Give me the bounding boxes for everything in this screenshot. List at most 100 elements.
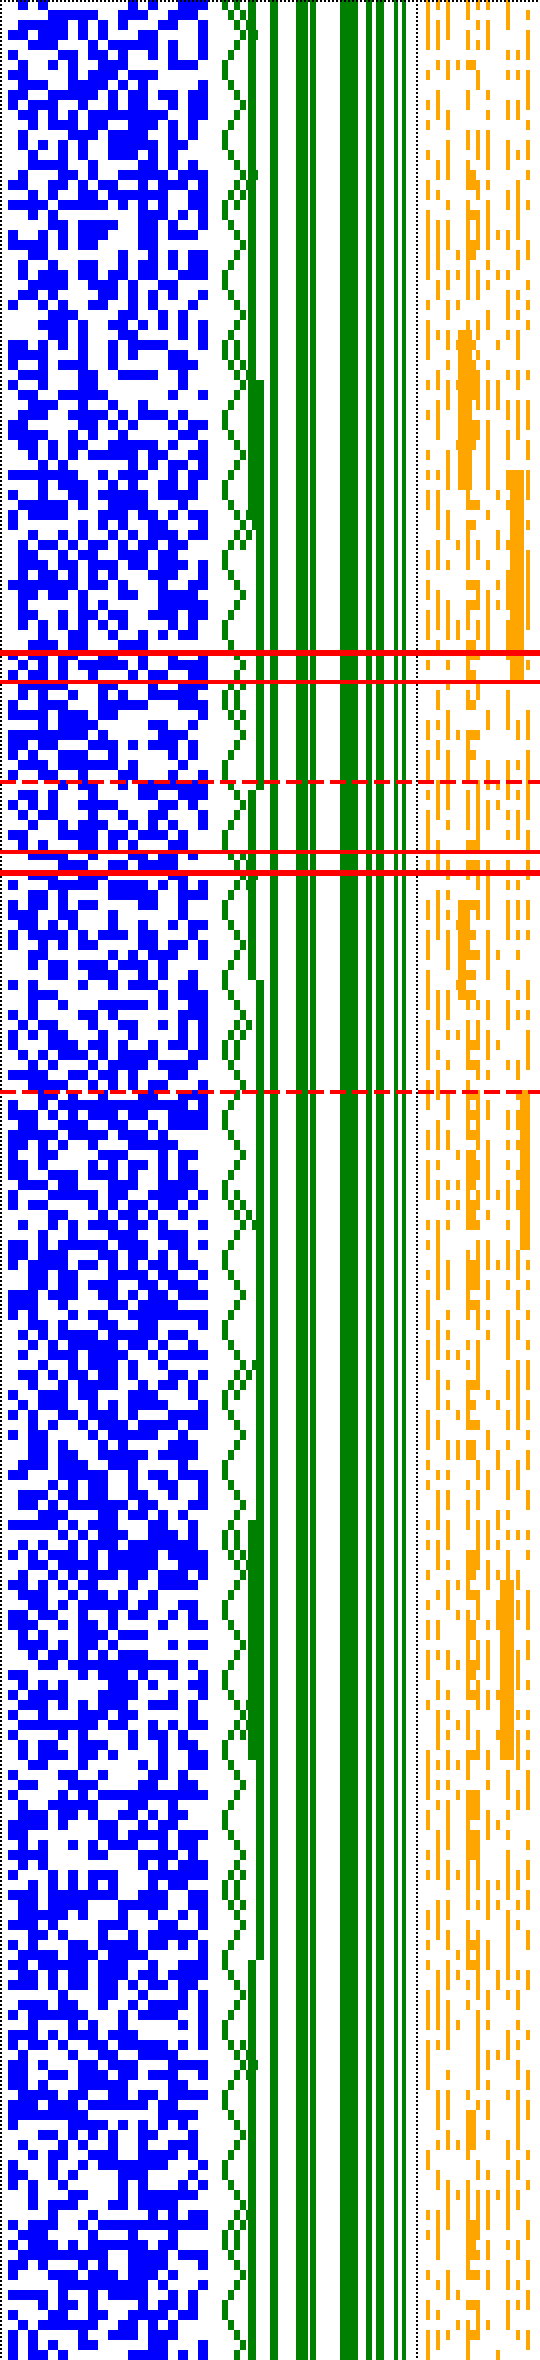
orange-cell <box>456 1200 460 1210</box>
green-stair-cell <box>240 1220 246 1230</box>
dotted-border-dot <box>0 1264 2 1266</box>
blue-cell <box>98 1770 108 1780</box>
orange-cell-wide <box>466 730 476 740</box>
blue-cell <box>188 780 198 790</box>
orange-cell <box>526 980 530 990</box>
blue-cell <box>18 1820 28 1830</box>
blue-cell <box>178 1040 188 1050</box>
blue-cell <box>158 2330 168 2340</box>
blue-cell <box>38 1600 48 1610</box>
blue-cell <box>78 90 88 100</box>
blue-cell <box>168 2320 178 2330</box>
blue-cell <box>98 1590 108 1600</box>
blue-cell <box>68 2300 78 2310</box>
dotted-border-dot <box>0 2156 2 2158</box>
blue-cell <box>108 1700 118 1710</box>
dotted-border-dot <box>416 400 418 402</box>
dotted-border-dot <box>416 500 418 502</box>
blue-cell <box>78 340 88 350</box>
blue-cell <box>38 710 48 720</box>
blue-cell <box>198 340 208 350</box>
blue-cell <box>138 1510 148 1520</box>
orange-cell <box>486 0 490 10</box>
blue-cell <box>68 1520 78 1530</box>
blue-cell <box>148 1890 158 1900</box>
blue-cell <box>168 2110 178 2120</box>
blue-cell <box>148 240 158 250</box>
green-stair-cell <box>228 920 234 930</box>
orange-cell <box>466 1920 470 1930</box>
dotted-border-dot <box>0 600 2 602</box>
blue-cell <box>138 2050 148 2060</box>
blue-cell <box>58 1820 68 1830</box>
green-stair-cell <box>222 0 228 10</box>
orange-cell <box>446 2090 450 2100</box>
dotted-border-dot <box>0 416 2 418</box>
blue-cell <box>8 770 18 780</box>
orange-cell <box>506 1160 510 1170</box>
blue-cell <box>18 20 28 30</box>
blue-noise-region <box>8 0 208 2360</box>
green-stair-cell <box>222 280 228 290</box>
blue-cell <box>28 150 38 160</box>
blue-cell <box>148 2250 158 2260</box>
blue-cell <box>118 320 128 330</box>
blue-cell <box>168 590 178 600</box>
blue-cell <box>188 2130 198 2140</box>
green-stair-cell <box>222 2240 228 2250</box>
blue-cell <box>108 1660 118 1670</box>
orange-cell <box>476 1100 480 1110</box>
blue-cell <box>188 2110 198 2120</box>
blue-cell <box>58 320 68 330</box>
blue-cell <box>128 1810 138 1820</box>
blue-cell <box>148 1730 158 1740</box>
blue-cell <box>128 280 138 290</box>
dotted-border-dot <box>0 1356 2 1358</box>
green-stair-cell <box>228 710 234 720</box>
dotted-border-dot <box>0 660 2 662</box>
blue-cell <box>148 2050 158 2060</box>
dotted-border-dot <box>0 1908 2 1910</box>
orange-cell <box>506 190 510 200</box>
blue-cell <box>158 1790 168 1800</box>
dotted-border-dot <box>0 1448 2 1450</box>
blue-cell <box>88 2080 98 2090</box>
blue-cell <box>68 1900 78 1910</box>
blue-cell <box>88 1060 98 1070</box>
dotted-border-dot <box>0 1444 2 1446</box>
blue-cell <box>88 1170 98 1180</box>
green-stair-cell <box>222 2090 228 2100</box>
orange-cell <box>486 40 490 50</box>
blue-cell <box>48 1220 58 1230</box>
green-stair-cell <box>240 1780 246 1790</box>
orange-cell <box>476 1160 480 1170</box>
blue-cell <box>8 930 18 940</box>
dotted-border-dot <box>0 396 2 398</box>
dotted-border-dot <box>0 1536 2 1538</box>
orange-cell-wide <box>466 580 476 590</box>
blue-cell <box>98 300 108 310</box>
blue-cell <box>78 2140 88 2150</box>
blue-cell <box>158 1230 168 1240</box>
blue-cell <box>58 900 68 910</box>
orange-cell <box>466 1100 470 1110</box>
blue-cell <box>168 1810 178 1820</box>
blue-cell <box>178 2180 188 2190</box>
orange-cell <box>436 20 440 30</box>
dotted-border-dot <box>0 716 2 718</box>
blue-cell <box>38 2040 48 2050</box>
orange-cell <box>436 720 440 730</box>
blue-cell <box>8 340 18 350</box>
green-stair-cell <box>222 1180 228 1190</box>
blue-cell <box>138 180 148 190</box>
blue-cell <box>58 240 68 250</box>
orange-cell <box>456 1790 460 1800</box>
green-stair-cell <box>234 790 240 800</box>
blue-cell <box>108 710 118 720</box>
blue-cell <box>138 1560 148 1570</box>
blue-cell <box>148 860 158 870</box>
blue-cell <box>178 430 188 440</box>
orange-cell <box>436 430 440 440</box>
blue-cell <box>58 530 68 540</box>
